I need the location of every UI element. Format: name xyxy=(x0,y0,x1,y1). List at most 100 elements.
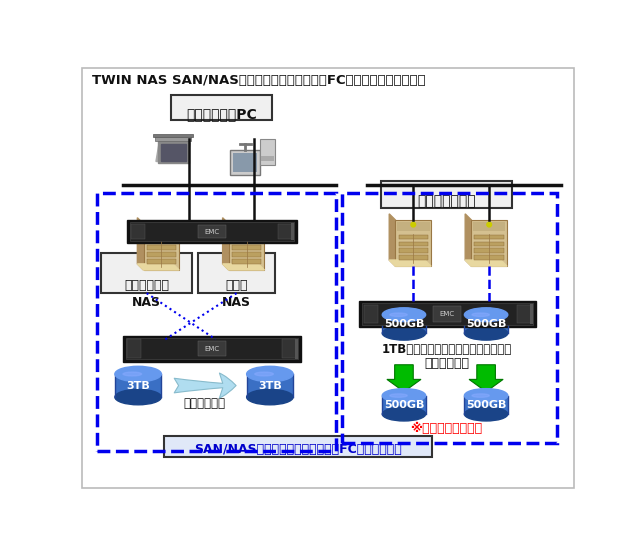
FancyBboxPatch shape xyxy=(396,220,431,266)
Polygon shape xyxy=(157,141,189,163)
FancyBboxPatch shape xyxy=(529,304,532,324)
Circle shape xyxy=(487,222,492,227)
Text: 500GB: 500GB xyxy=(384,319,424,329)
FancyBboxPatch shape xyxy=(472,220,507,266)
Polygon shape xyxy=(389,260,431,266)
FancyBboxPatch shape xyxy=(399,255,428,260)
FancyBboxPatch shape xyxy=(278,224,292,239)
FancyBboxPatch shape xyxy=(399,241,428,246)
FancyBboxPatch shape xyxy=(127,220,297,243)
FancyBboxPatch shape xyxy=(198,341,226,356)
Ellipse shape xyxy=(465,407,508,421)
FancyBboxPatch shape xyxy=(172,95,272,120)
FancyBboxPatch shape xyxy=(230,226,263,235)
FancyBboxPatch shape xyxy=(131,224,145,239)
FancyBboxPatch shape xyxy=(123,336,301,362)
FancyBboxPatch shape xyxy=(474,235,504,239)
FancyBboxPatch shape xyxy=(260,139,275,166)
Text: 基幹系システム: 基幹系システム xyxy=(417,194,476,208)
FancyBboxPatch shape xyxy=(359,301,536,327)
Ellipse shape xyxy=(465,308,508,322)
FancyBboxPatch shape xyxy=(155,136,191,141)
Ellipse shape xyxy=(472,394,490,397)
FancyBboxPatch shape xyxy=(147,239,176,243)
FancyBboxPatch shape xyxy=(465,315,508,333)
FancyBboxPatch shape xyxy=(362,303,532,324)
FancyBboxPatch shape xyxy=(232,245,261,250)
Polygon shape xyxy=(223,264,264,270)
FancyBboxPatch shape xyxy=(198,253,275,293)
Circle shape xyxy=(159,226,164,231)
Polygon shape xyxy=(156,143,190,162)
FancyBboxPatch shape xyxy=(433,306,461,322)
FancyBboxPatch shape xyxy=(382,395,426,414)
Circle shape xyxy=(411,222,415,227)
FancyBboxPatch shape xyxy=(164,436,432,457)
FancyBboxPatch shape xyxy=(291,223,294,240)
FancyBboxPatch shape xyxy=(364,305,378,323)
FancyBboxPatch shape xyxy=(246,374,293,397)
Polygon shape xyxy=(138,218,143,270)
Polygon shape xyxy=(389,214,396,266)
Text: 500GB: 500GB xyxy=(466,400,506,410)
FancyBboxPatch shape xyxy=(397,222,429,231)
Ellipse shape xyxy=(115,366,161,382)
FancyBboxPatch shape xyxy=(147,252,176,257)
Ellipse shape xyxy=(123,372,141,376)
Ellipse shape xyxy=(382,389,426,403)
FancyBboxPatch shape xyxy=(232,252,261,257)
Polygon shape xyxy=(465,214,472,266)
Text: 500GB: 500GB xyxy=(384,400,424,410)
FancyBboxPatch shape xyxy=(125,338,298,359)
FancyBboxPatch shape xyxy=(282,339,296,358)
FancyBboxPatch shape xyxy=(153,134,193,137)
Ellipse shape xyxy=(390,394,407,397)
Text: 500GB: 500GB xyxy=(466,319,506,329)
FancyBboxPatch shape xyxy=(145,226,178,235)
FancyBboxPatch shape xyxy=(147,259,176,264)
FancyBboxPatch shape xyxy=(399,249,428,253)
Text: 予備用
NAS: 予備用 NAS xyxy=(222,278,251,309)
Text: バックアップ: バックアップ xyxy=(183,397,225,410)
FancyBboxPatch shape xyxy=(382,315,426,333)
FancyBboxPatch shape xyxy=(294,339,298,359)
Text: 3TB: 3TB xyxy=(126,381,150,390)
FancyBboxPatch shape xyxy=(115,374,161,397)
Text: TWIN NAS SAN/NAS統合ストレージパック（FCモデル）運用イメージ: TWIN NAS SAN/NAS統合ストレージパック（FCモデル）運用イメージ xyxy=(92,74,426,87)
Polygon shape xyxy=(161,144,186,161)
FancyBboxPatch shape xyxy=(127,339,141,358)
Text: EMC: EMC xyxy=(440,311,455,317)
Polygon shape xyxy=(465,260,507,266)
FancyBboxPatch shape xyxy=(399,235,428,239)
FancyArrow shape xyxy=(469,365,503,392)
Text: SAN/NAS統合ストレージパック（FC版）構成部分: SAN/NAS統合ストレージパック（FC版）構成部分 xyxy=(194,443,402,456)
FancyBboxPatch shape xyxy=(147,245,176,250)
Ellipse shape xyxy=(246,389,293,405)
FancyBboxPatch shape xyxy=(232,259,261,264)
FancyBboxPatch shape xyxy=(233,153,257,172)
Ellipse shape xyxy=(382,326,426,340)
Text: ※上記は利用例です: ※上記は利用例です xyxy=(410,422,483,435)
Text: EMC: EMC xyxy=(204,345,220,351)
FancyBboxPatch shape xyxy=(232,239,261,243)
FancyBboxPatch shape xyxy=(198,226,226,238)
Ellipse shape xyxy=(465,326,508,340)
Ellipse shape xyxy=(465,389,508,403)
Ellipse shape xyxy=(255,372,273,376)
Ellipse shape xyxy=(115,389,161,405)
Polygon shape xyxy=(138,264,179,270)
Polygon shape xyxy=(223,218,229,270)
FancyBboxPatch shape xyxy=(143,224,179,270)
Ellipse shape xyxy=(246,366,293,382)
Text: バックアップ: バックアップ xyxy=(424,357,469,370)
FancyBboxPatch shape xyxy=(381,181,513,208)
FancyBboxPatch shape xyxy=(129,222,294,241)
Ellipse shape xyxy=(390,313,407,316)
FancyBboxPatch shape xyxy=(517,305,531,323)
FancyBboxPatch shape xyxy=(101,253,193,293)
FancyBboxPatch shape xyxy=(474,249,504,253)
Ellipse shape xyxy=(472,313,490,316)
Text: EMC: EMC xyxy=(204,229,220,234)
FancyBboxPatch shape xyxy=(229,224,264,270)
FancyBboxPatch shape xyxy=(474,241,504,246)
